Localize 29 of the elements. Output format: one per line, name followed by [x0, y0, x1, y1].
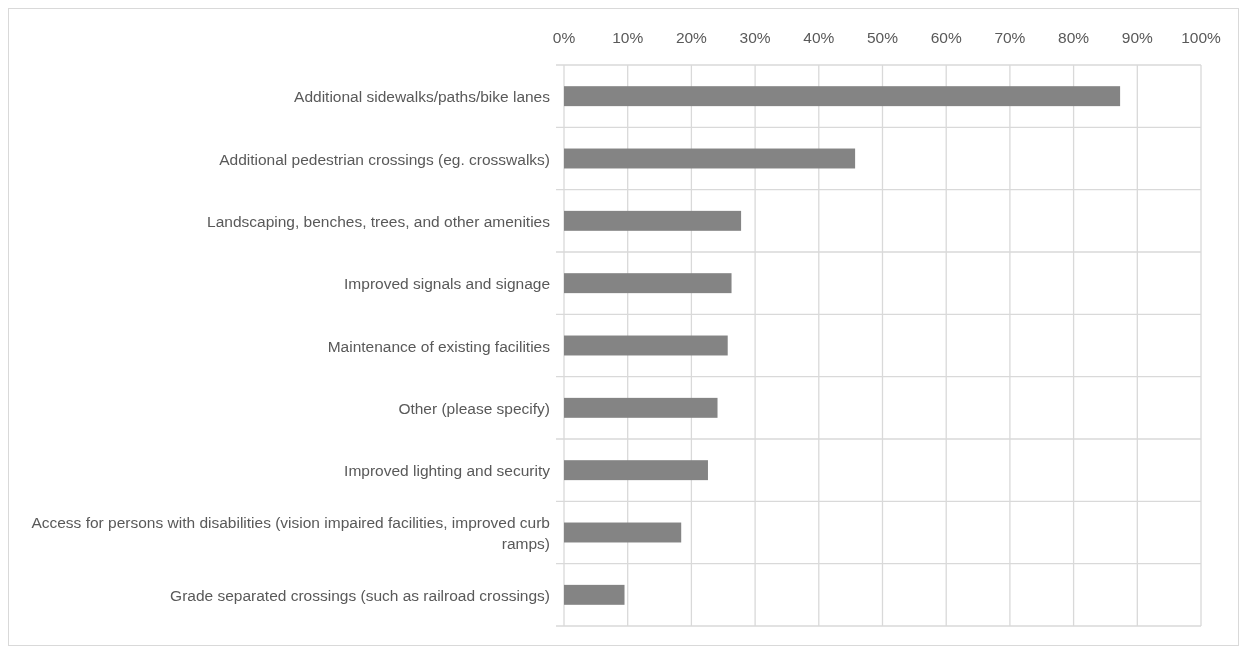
bar — [564, 335, 728, 356]
bar — [564, 460, 708, 481]
bar — [564, 397, 718, 418]
x-tick-label: 20% — [675, 29, 708, 46]
x-tick-label: 30% — [739, 29, 771, 46]
bar — [564, 273, 732, 294]
x-tick-label: 70% — [994, 29, 1026, 46]
bar — [564, 584, 625, 605]
x-tick-label: 50% — [866, 29, 899, 46]
x-tick-label: 80% — [1058, 29, 1090, 46]
y-tick-label: Additional pedestrian crossings (eg. crosswalks) — [219, 150, 550, 167]
y-tick-label: Other (please specify) — [398, 399, 550, 417]
y-tick-label: Access for persons with disabilities (vision impaired facilities, improved curb ramps) — [31, 513, 550, 552]
y-tick-label: Additional sidewalks/paths/bike lanes — [294, 87, 551, 105]
y-tick-label: Grade separated crossings (such as railroad crossings) — [170, 586, 550, 604]
x-tick-label: 10% — [612, 29, 644, 46]
y-tick-label: Improved signals and signage — [344, 274, 550, 292]
y-tick-label: Maintenance of existing facilities — [327, 337, 551, 354]
bar — [564, 522, 682, 543]
x-tick-label: 90% — [1121, 29, 1154, 46]
y-tick-label: Landscaping, benches, trees, and other amenities — [207, 212, 551, 230]
bar — [564, 86, 1121, 107]
y-tick-label: Improved lighting and security — [344, 461, 551, 479]
x-tick-label: 100% — [1181, 29, 1222, 46]
x-tick-label: 60% — [930, 29, 962, 46]
x-tick-label: 40% — [803, 29, 835, 46]
x-tick-label: 0% — [552, 29, 576, 46]
bar — [564, 148, 856, 169]
bar — [564, 210, 742, 231]
